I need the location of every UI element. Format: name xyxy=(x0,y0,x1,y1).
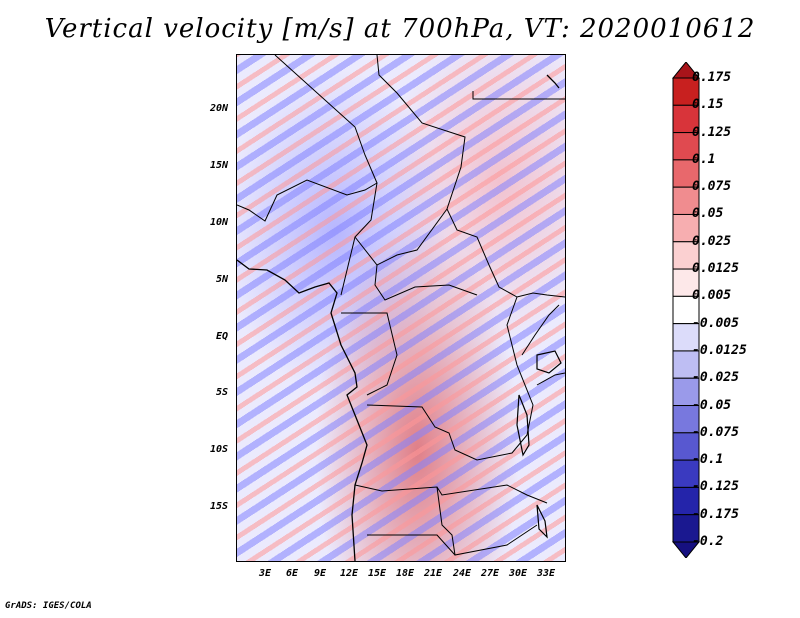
colorbar-label: 0.125 xyxy=(692,124,732,140)
colorbar-label: -0.175 xyxy=(692,506,739,522)
colorbar-label: 0.075 xyxy=(692,179,732,195)
colorbar-swatch xyxy=(672,541,700,558)
colorbar-label: -0.1 xyxy=(692,452,724,468)
colorbar-label: -0.0125 xyxy=(692,342,747,358)
lon-label-3e: 3E xyxy=(258,568,272,579)
lon-label-18e: 18E xyxy=(395,568,415,579)
lat-label-20n: 20N xyxy=(209,103,228,114)
colorbar-label: 0.1 xyxy=(692,151,716,167)
map-panel xyxy=(236,54,566,562)
lon-label-21e: 21E xyxy=(423,568,443,579)
colorbar-swatch xyxy=(672,132,700,161)
lat-label-5s: 5S xyxy=(215,387,228,398)
lon-label-27e: 27E xyxy=(480,568,500,579)
colorbar xyxy=(672,62,700,558)
lon-label-12e: 12E xyxy=(339,568,359,579)
lon-label-15e: 15E xyxy=(367,568,387,579)
colorbar-label: -0.125 xyxy=(692,479,739,495)
lon-label-33e: 33E xyxy=(536,568,556,579)
colorbar-label: 0.05 xyxy=(692,206,724,222)
colorbar-label: 0.175 xyxy=(692,70,732,85)
colorbar-label: 0.025 xyxy=(692,233,732,249)
colorbar-swatch xyxy=(672,241,700,270)
colorbar-swatch xyxy=(672,213,700,243)
colorbar-label: -0.075 xyxy=(692,424,739,440)
colorbar-swatch xyxy=(672,459,700,488)
lon-label-24e: 24E xyxy=(452,568,472,579)
colorbar-swatch xyxy=(672,159,700,188)
lat-label-15s: 15S xyxy=(209,501,228,512)
lon-label-9e: 9E xyxy=(313,568,327,579)
colorbar-label: -0.05 xyxy=(692,397,732,413)
colorbar-swatch xyxy=(672,77,700,106)
lat-label-5n: 5N xyxy=(215,274,228,285)
colorbar-swatch xyxy=(672,104,700,134)
colorbar-label: 0.0125 xyxy=(692,261,739,277)
colorbar-label: -0.025 xyxy=(692,370,739,386)
colorbar-label: -0.005 xyxy=(692,315,739,331)
colorbar-label: 0.005 xyxy=(692,288,732,304)
colorbar-label: -0.2 xyxy=(692,534,724,549)
country-borders xyxy=(237,55,565,561)
lat-label-10n: 10N xyxy=(209,217,228,228)
colorbar-swatch xyxy=(672,432,700,461)
colorbar-swatch xyxy=(672,514,700,543)
grads-credit: GrADS: IGES/COLA xyxy=(5,601,92,611)
chart-title: Vertical velocity [m/s] at 700hPa, VT: 2… xyxy=(44,14,756,44)
colorbar-swatch xyxy=(672,186,700,215)
lon-label-30e: 30E xyxy=(508,568,528,579)
lon-label-6e: 6E xyxy=(285,568,299,579)
lat-label-15n: 15N xyxy=(209,160,228,171)
lat-label-10s: 10S xyxy=(209,444,228,455)
colorbar-label: 0.15 xyxy=(692,97,724,113)
lat-label-eq: EQ xyxy=(215,331,228,342)
